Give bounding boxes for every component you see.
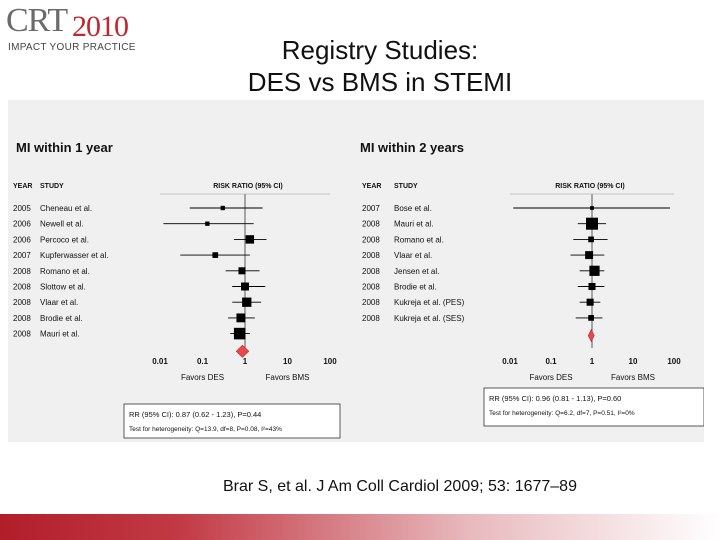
study-name: Vlaar et al. <box>40 298 78 307</box>
column-header-study: STUDY <box>394 183 418 190</box>
study-marker <box>589 265 600 276</box>
study-name: Kukreja et al. (SES) <box>394 314 465 323</box>
study-year: 2008 <box>13 298 31 307</box>
study-year: 2006 <box>13 220 31 229</box>
column-header-risk-ratio: RISK RATIO (95% CI) <box>555 183 625 190</box>
favors-bms-label: Favors BMS <box>265 373 309 382</box>
panel-title: MI within 1 year <box>16 140 113 155</box>
study-name: Cheneau et al. <box>40 204 92 213</box>
footer-gradient-bar <box>0 514 720 540</box>
citation: Brar S, et al. J Am Coll Cardiol 2009; 5… <box>223 478 577 495</box>
study-year: 2008 <box>13 330 31 339</box>
study-name: Mauri et al. <box>40 330 80 339</box>
study-marker <box>586 217 598 230</box>
summary-heterogeneity: Test for heterogeneity: Q=6.2, df=7, P=0… <box>489 410 635 417</box>
study-name: Slottow et al. <box>40 283 86 292</box>
axis-tick-label: 1 <box>590 357 595 366</box>
study-marker <box>245 235 255 244</box>
study-marker <box>233 327 246 340</box>
logo-crt-text: CRT <box>6 2 68 39</box>
study-year: 2005 <box>13 204 31 213</box>
summary-risk-ratio: RR (95% CI): 0.96 (0.81 - 1.13), P=0.60 <box>489 394 621 403</box>
study-name: Percoco et al. <box>40 235 89 244</box>
axis-tick-label: 0.01 <box>502 357 518 366</box>
study-marker <box>220 205 225 211</box>
study-marker <box>588 282 596 291</box>
study-year: 2008 <box>362 267 380 276</box>
study-marker <box>588 315 594 321</box>
study-marker <box>212 252 219 258</box>
study-year: 2008 <box>362 283 380 292</box>
axis-tick-label: 0.1 <box>545 357 557 366</box>
study-year: 2008 <box>362 220 380 229</box>
axis-tick-label: 10 <box>629 357 638 366</box>
study-name: Kupferwasser et al. <box>40 251 108 260</box>
study-marker <box>205 221 210 226</box>
study-year: 2008 <box>13 314 31 323</box>
study-year: 2006 <box>13 235 31 244</box>
column-header-year: YEAR <box>13 183 32 190</box>
study-year: 2008 <box>362 298 380 307</box>
study-year: 2007 <box>362 204 380 213</box>
favors-des-label: Favors DES <box>181 373 224 382</box>
slide-title-line2: DES vs BMS in STEMI <box>247 67 513 97</box>
study-year: 2008 <box>13 283 31 292</box>
panel-title: MI within 2 years <box>360 140 464 155</box>
study-name: Jensen et al. <box>394 267 439 276</box>
study-name: Brodie et al. <box>394 283 437 292</box>
study-name: Vlaar et al. <box>394 251 432 260</box>
study-year: 2008 <box>362 235 380 244</box>
logo-tagline: IMPACT YOUR PRACTICE <box>8 42 136 53</box>
forest-plot-figure: MI within 1 year YEAR STUDY RISK RATIO (95%… <box>8 100 705 442</box>
axis-tick-label: 0.1 <box>197 357 209 366</box>
summary-box <box>123 403 341 439</box>
study-name: Bose et al. <box>394 204 432 213</box>
study-marker <box>238 267 246 275</box>
study-name: Romano et al. <box>40 267 90 276</box>
axis-tick-label: 10 <box>283 357 292 366</box>
axis-tick-label: 100 <box>323 357 337 366</box>
favors-bms-label: Favors BMS <box>611 373 655 382</box>
study-marker <box>585 251 594 260</box>
study-marker <box>586 298 594 306</box>
slide-title: Registry Studies: DES vs BMS in STEMI <box>150 34 610 98</box>
study-marker <box>588 236 594 243</box>
study-marker <box>590 206 594 210</box>
study-year: 2008 <box>362 251 380 260</box>
axis-tick-label: 100 <box>667 357 681 366</box>
study-name: Mauri et al. <box>394 220 434 229</box>
study-name: Romano et al. <box>394 235 444 244</box>
study-marker <box>241 282 249 291</box>
pooled-estimate-diamond <box>235 344 250 358</box>
favors-des-label: Favors DES <box>529 373 572 382</box>
study-marker <box>242 297 252 307</box>
column-header-risk-ratio: RISK RATIO (95% CI) <box>213 183 283 190</box>
column-header-year: YEAR <box>362 183 381 190</box>
summary-risk-ratio: RR (95% CI): 0.87 (0.62 - 1.23), P=0.44 <box>129 410 261 419</box>
study-marker <box>236 313 246 323</box>
slide-title-line1: Registry Studies: <box>281 35 479 65</box>
axis-tick-label: 0.01 <box>152 357 168 366</box>
axis-tick-label: 1 <box>243 357 248 366</box>
summary-heterogeneity: Test for heterogeneity: Q=13.9, df=8, P=… <box>129 426 282 433</box>
study-year: 2007 <box>13 251 31 260</box>
study-name: Brodie et al. <box>40 314 83 323</box>
crt-logo: CRT 2010 IMPACT YOUR PRACTICE <box>6 4 146 56</box>
forest-plot-svg: MI within 1 year YEAR STUDY RISK RATIO (95%… <box>13 140 705 439</box>
column-header-study: STUDY <box>40 183 64 190</box>
study-name: Newell et al. <box>40 220 84 229</box>
pooled-estimate-diamond <box>587 328 595 343</box>
study-year: 2008 <box>13 267 31 276</box>
study-name: Kukreja et al. (PES) <box>394 298 465 307</box>
logo-year-text: 2010 <box>72 10 129 43</box>
study-year: 2008 <box>362 314 380 323</box>
